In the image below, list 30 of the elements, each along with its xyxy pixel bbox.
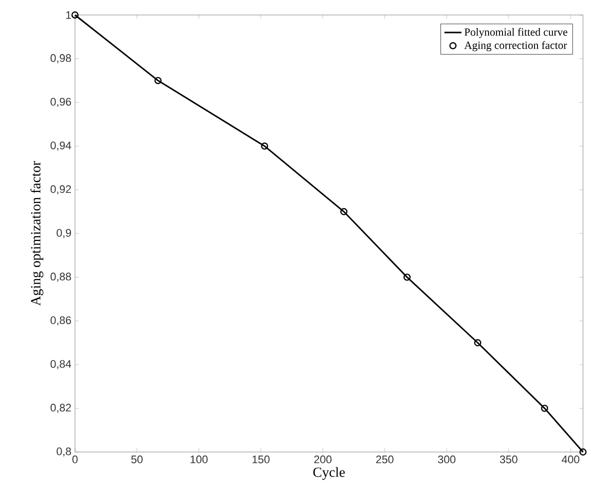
- x-tick-label: 250: [376, 456, 394, 464]
- x-tick-label: 150: [252, 456, 270, 464]
- y-tick-label: 0,84: [50, 360, 72, 370]
- point: [154, 76, 162, 84]
- y-tick-label: 0,96: [50, 98, 71, 107]
- y-tick-label: 0,8: [56, 447, 71, 457]
- x-axis-title: Cycle: [313, 467, 345, 480]
- y-tick-label: 0,82: [50, 404, 71, 413]
- y-tick-label: 0,9: [56, 228, 71, 238]
- x-tick-label: 400: [562, 456, 580, 464]
- y-tick-label: 1: [66, 11, 71, 19]
- x-tick-label: 0: [72, 456, 78, 464]
- point: [474, 339, 482, 346]
- y-tick-label: 0,86: [50, 316, 71, 326]
- y-tick-label: 0,94: [50, 142, 72, 151]
- y-tick-label: 0,92: [50, 185, 71, 194]
- point: [340, 208, 348, 216]
- point: [260, 142, 268, 150]
- x-tick-label: 350: [500, 456, 518, 464]
- x-tick-label: 300: [438, 456, 456, 464]
- legend-label: Aging correction factor: [464, 41, 567, 52]
- x-tick-label: 200: [314, 456, 332, 464]
- point: [403, 274, 411, 281]
- point: [541, 404, 548, 412]
- y-tick-label: 0,88: [50, 272, 71, 282]
- legend-label: Polynomial fitted curve: [464, 28, 568, 38]
- y-axis-title: Aging optimization factor: [30, 161, 44, 306]
- x-tick-label: 50: [131, 456, 143, 464]
- x-tick-label: 100: [190, 456, 208, 464]
- y-tick-label: 0,98: [50, 54, 71, 64]
